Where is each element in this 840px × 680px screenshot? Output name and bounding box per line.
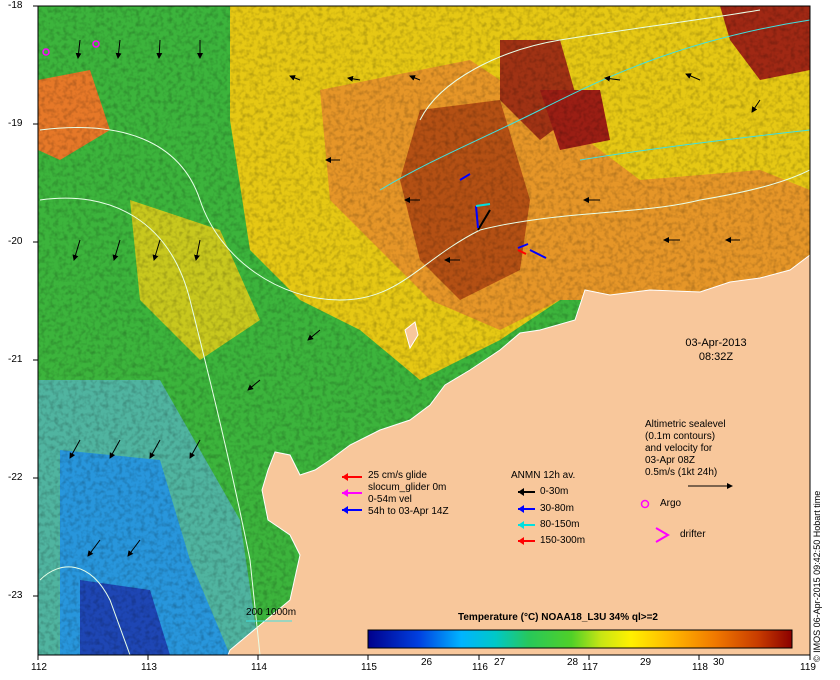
anmn-legend-label: 80-150m [540,519,580,530]
y-tick-label: -23 [8,590,23,601]
imos-credit: © IMOS 06-Apr-2015 09:42:50 Hobart time [812,490,822,662]
anmn-legend-title: ANMN 12h av. [511,470,576,481]
plot-border [37,5,811,656]
altimetry-note-line: 0.5m/s (1kt 24h) [645,467,718,478]
x-tick-label: 114 [251,662,267,673]
x-tick-label: 112 [31,662,47,673]
altimetry-note-line: (0.1m contours) [645,431,716,442]
glider-legend-label: 0-54m vel [368,494,412,505]
colorbar-tick-label: 27 [494,657,506,668]
glider-legend-label: slocum_glider 0m [368,482,447,493]
isobath-200m [379,19,810,191]
argo-legend-label: Argo [660,498,682,509]
x-tick-label: 116 [472,662,488,673]
anmn-legend-label: 30-80m [540,503,574,514]
y-tick-label: -22 [8,472,23,483]
glider-legend-arrows [342,473,362,514]
anmn-vectors [459,173,547,259]
x-tick-label: 119 [800,662,816,673]
image-date: 03-Apr-2013 [685,337,747,349]
x-tick-label: 118 [692,662,708,673]
argo-float-marker [42,48,50,56]
isobath-legend-label: 200 1000m [246,607,297,618]
land [227,254,810,655]
x-tick-label: 113 [141,662,157,673]
anmn-legend-label: 150-300m [540,535,586,546]
colorbar-tick-label: 26 [421,657,433,668]
argo-legend-symbol [640,499,650,509]
colorbar-tick-label: 28 [567,657,579,668]
image-timestamp: 03-Apr-2013 08:32Z [670,336,762,364]
y-tick-label: -20 [8,236,23,247]
glider-legend-label: 54h to 03-Apr 14Z [368,506,449,517]
anmn-legend-arrows [518,488,535,545]
colorbar-tick-label: 29 [640,657,652,668]
altimetry-note-line: Altimetric sealevel [645,419,726,430]
colorbar [367,629,793,649]
axis-ticks [33,5,811,660]
image-time: 08:32Z [698,351,734,363]
altimetry-note-line: and velocity for [645,443,713,454]
colorbar-title: Temperature (°C) NOAA18_L3U 34% ql>=2 [458,612,658,623]
x-tick-label: 115 [361,662,377,673]
colorbar-tick-label: 30 [713,657,725,668]
anmn-legend-label: 0-30m [540,486,569,497]
isobath-contours [39,9,810,655]
y-tick-label: -19 [8,118,23,129]
drifter-legend-label: drifter [680,529,706,540]
x-tick-label: 117 [582,662,598,673]
y-tick-label: -21 [8,354,23,365]
glider-legend-label: 25 cm/s glide [368,470,427,481]
altimetry-note-line: 03-Apr 08Z [645,455,696,466]
island [404,321,419,350]
y-tick-label: -18 [8,0,23,11]
argo-float-marker [92,40,100,48]
drifter-legend-symbol [655,527,670,543]
velocity-arrows [69,39,761,557]
